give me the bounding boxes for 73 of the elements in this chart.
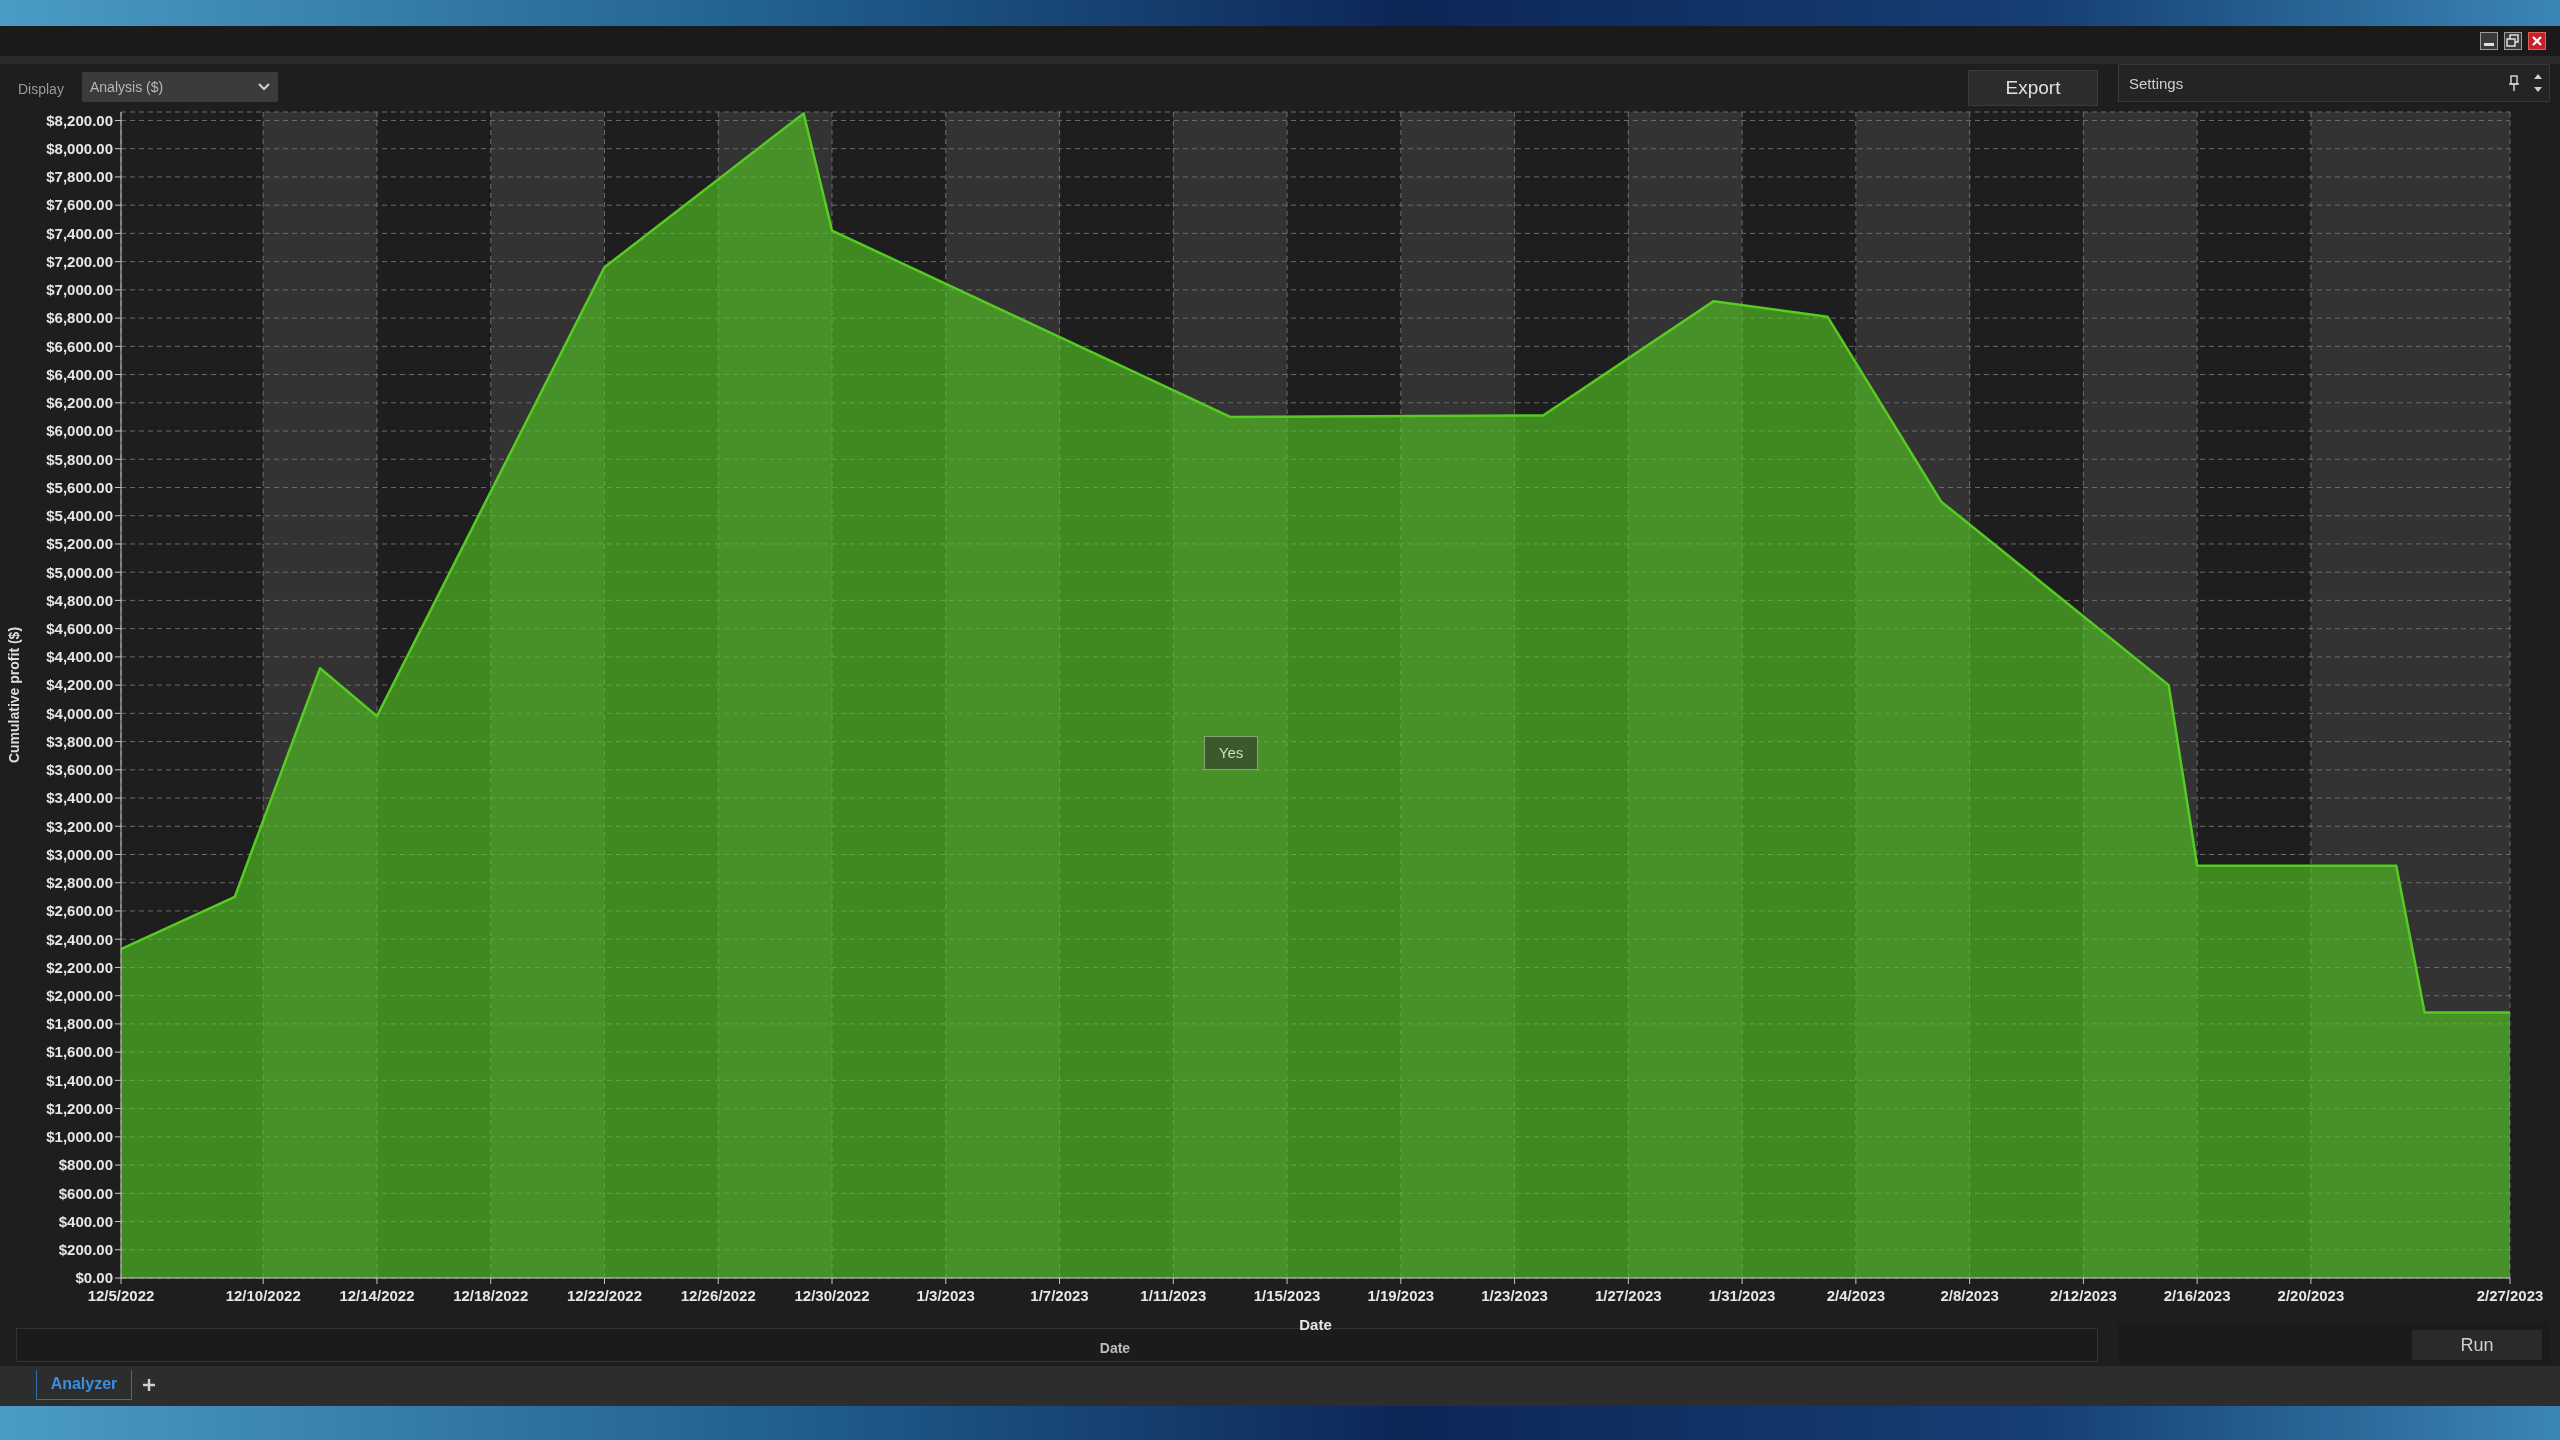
y-tick-label: $200.00 — [58, 1241, 113, 1259]
y-tick-label: $6,400.00 — [46, 365, 113, 383]
x-tick-label: 2/4/2023 — [1826, 1286, 1886, 1304]
x-tick-label: 1/15/2023 — [1253, 1286, 1321, 1304]
x-tick-label: 2/27/2023 — [2476, 1286, 2544, 1304]
x-tick-label: 12/26/2022 — [680, 1286, 756, 1304]
x-tick-label: 1/23/2023 — [1481, 1286, 1548, 1304]
label-box: Yes — [1204, 736, 1258, 770]
y-tick-label: $400.00 — [58, 1212, 113, 1230]
y-tick-label: $4,200.00 — [46, 676, 113, 694]
y-tick-label: $600.00 — [58, 1184, 113, 1202]
dropdown-field: Analysis ($) — [82, 72, 278, 102]
y-tick-label: $1,000.00 — [46, 1128, 113, 1146]
x-tick-label: 2/12/2023 — [2050, 1286, 2117, 1304]
text: Date — [1098, 1340, 1132, 1357]
x-tick-label: 2/16/2023 — [2163, 1286, 2231, 1304]
y-axis-title: Cumulative profit ($) — [5, 626, 22, 764]
x-tick-label: 1/3/2023 — [916, 1286, 975, 1304]
y-tick-label: $2,600.00 — [46, 902, 113, 920]
y-tick-label: $1,400.00 — [46, 1071, 113, 1089]
button: Export — [1968, 70, 2098, 106]
x-tick-label: 1/11/2023 — [1140, 1286, 1207, 1304]
x-axis-title: Date — [1299, 1316, 1332, 1333]
x-tick-label: 1/31/2023 — [1708, 1286, 1776, 1304]
y-tick-label: $800.00 — [58, 1156, 113, 1174]
x-tick-label: 12/5/2022 — [87, 1286, 155, 1304]
x-tick-label: 12/14/2022 — [339, 1286, 415, 1304]
x-tick-label: 12/22/2022 — [566, 1286, 643, 1304]
text: Display — [18, 80, 64, 98]
y-tick-label: $3,600.00 — [46, 761, 113, 779]
y-tick-label: $5,200.00 — [46, 535, 113, 553]
y-tick-label: $8,200.00 — [46, 111, 113, 129]
y-tick-label: $1,600.00 — [46, 1043, 113, 1061]
y-tick-label: $1,200.00 — [46, 1099, 113, 1117]
button: Run — [2412, 1330, 2542, 1360]
x-tick-label: 2/20/2023 — [2277, 1286, 2345, 1304]
y-tick-label: $3,200.00 — [46, 817, 113, 835]
y-tick-label: $5,800.00 — [46, 450, 113, 468]
y-tick-label: $5,600.00 — [46, 478, 113, 496]
y-tick-label: $5,400.00 — [46, 507, 113, 525]
x-tick-label: 2/8/2023 — [1940, 1286, 1999, 1304]
x-tick-label: 12/10/2022 — [225, 1286, 301, 1304]
text-field: Settings — [2118, 64, 2550, 102]
y-tick-label: $6,000.00 — [46, 422, 113, 440]
y-tick-label: $5,000.00 — [46, 563, 113, 581]
x-tick-label: 1/19/2023 — [1367, 1286, 1435, 1304]
y-tick-label: $2,200.00 — [46, 958, 113, 976]
y-tick-label: $4,400.00 — [46, 648, 113, 666]
x-tick-label: 1/27/2023 — [1594, 1286, 1662, 1304]
y-tick-label: $4,600.00 — [46, 619, 113, 637]
x-tick-label: 1/7/2023 — [1030, 1286, 1089, 1304]
tab: Analyzer — [36, 1370, 132, 1400]
y-tick-label: $6,800.00 — [46, 309, 113, 327]
y-tick-label: $7,200.00 — [46, 252, 113, 270]
y-tick-label: $7,000.00 — [46, 281, 113, 299]
y-tick-label: $1,800.00 — [46, 1015, 113, 1033]
y-tick-label: $8,000.00 — [46, 140, 113, 158]
y-tick-label: $4,800.00 — [46, 591, 113, 609]
y-tick-label: $3,000.00 — [46, 845, 113, 863]
y-tick-label: $2,000.00 — [46, 987, 113, 1004]
y-tick-label: $7,800.00 — [46, 168, 113, 186]
y-tick-label: $3,400.00 — [46, 789, 113, 807]
y-tick-label: $2,400.00 — [46, 930, 113, 948]
y-tick-label: $0.00 — [75, 1269, 113, 1287]
y-tick-label: $7,600.00 — [46, 196, 113, 214]
x-tick-label: 12/30/2022 — [794, 1286, 870, 1304]
y-tick-label: $6,200.00 — [46, 394, 113, 412]
y-tick-label: $4,000.00 — [46, 704, 113, 722]
y-tick-label: $3,800.00 — [46, 732, 113, 750]
x-tick-label: 12/18/2022 — [453, 1286, 529, 1304]
y-tick-label: $7,400.00 — [46, 224, 113, 242]
y-tick-label: $2,800.00 — [46, 874, 113, 892]
y-tick-label: $6,600.00 — [46, 337, 113, 355]
